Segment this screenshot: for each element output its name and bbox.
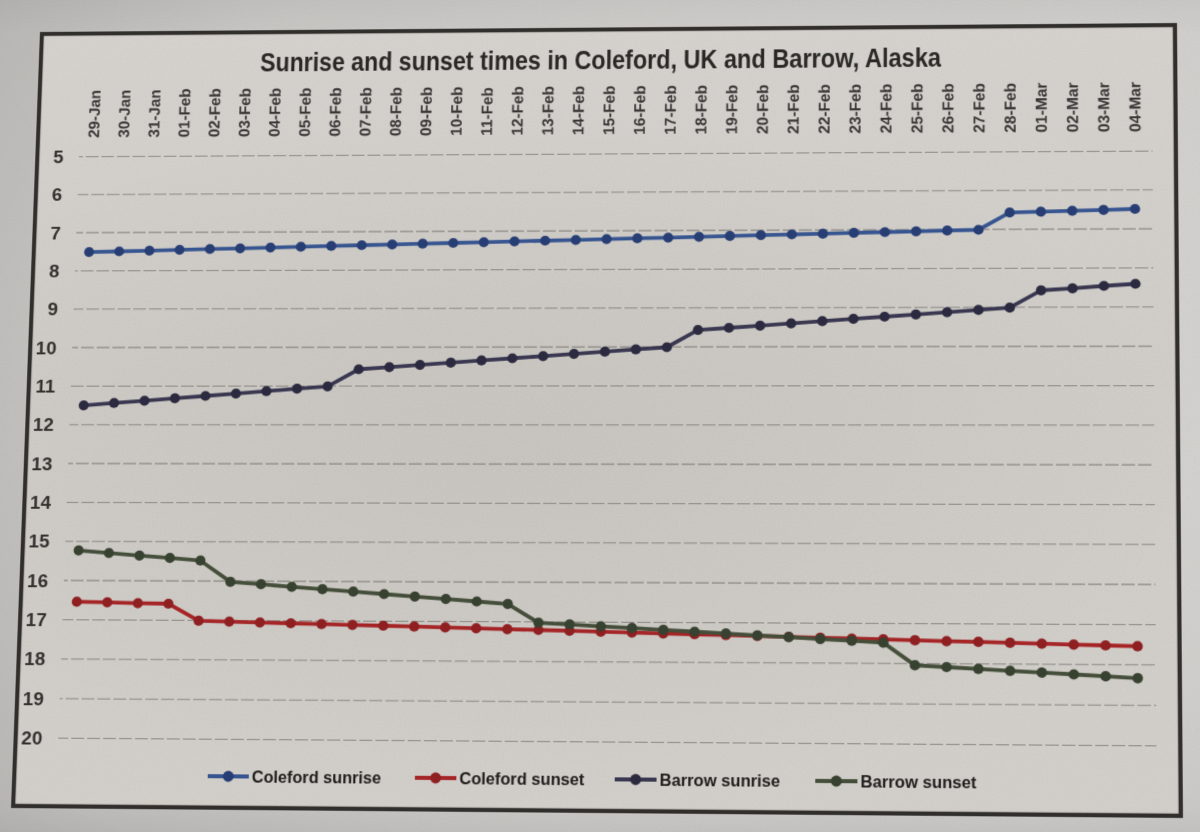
svg-text:01-Mar: 01-Mar: [1033, 83, 1051, 133]
svg-text:6: 6: [51, 185, 62, 205]
svg-text:15-Feb: 15-Feb: [601, 86, 619, 135]
svg-text:21-Feb: 21-Feb: [785, 84, 803, 134]
svg-text:16-Feb: 16-Feb: [631, 85, 649, 135]
svg-text:27-Feb: 27-Feb: [971, 83, 989, 133]
svg-text:18-Feb: 18-Feb: [693, 85, 711, 135]
svg-text:14: 14: [30, 492, 52, 513]
svg-text:23-Feb: 23-Feb: [847, 84, 865, 134]
svg-text:20-Feb: 20-Feb: [754, 85, 772, 135]
svg-text:29-Jan: 29-Jan: [86, 90, 105, 138]
svg-text:7: 7: [50, 223, 61, 243]
svg-text:12: 12: [33, 415, 54, 436]
svg-text:16: 16: [27, 570, 49, 591]
svg-text:03-Mar: 03-Mar: [1095, 82, 1113, 132]
svg-text:26-Feb: 26-Feb: [940, 83, 958, 133]
svg-text:Sunrise and sunset times in Co: Sunrise and sunset times in Coleford, UK…: [260, 42, 942, 78]
svg-text:02-Mar: 02-Mar: [1064, 82, 1082, 132]
svg-text:11: 11: [35, 376, 55, 396]
svg-text:30-Jan: 30-Jan: [116, 90, 135, 138]
svg-text:05-Feb: 05-Feb: [296, 88, 315, 137]
svg-text:04-Mar: 04-Mar: [1127, 82, 1145, 132]
svg-text:17-Feb: 17-Feb: [662, 85, 680, 135]
svg-text:5: 5: [53, 147, 64, 167]
svg-text:24-Feb: 24-Feb: [878, 84, 896, 134]
svg-text:Coleford sunrise: Coleford sunrise: [252, 769, 382, 788]
svg-text:8: 8: [49, 261, 60, 281]
svg-text:Barrow sunrise: Barrow sunrise: [659, 772, 780, 791]
svg-text:18: 18: [24, 649, 46, 670]
svg-text:9: 9: [47, 299, 58, 319]
svg-text:28-Feb: 28-Feb: [1002, 83, 1020, 133]
svg-text:Barrow sunset: Barrow sunset: [860, 773, 976, 792]
svg-text:03-Feb: 03-Feb: [236, 88, 255, 137]
svg-text:15: 15: [28, 531, 50, 552]
svg-text:14-Feb: 14-Feb: [570, 86, 588, 135]
svg-text:07-Feb: 07-Feb: [357, 87, 376, 136]
svg-text:12-Feb: 12-Feb: [509, 86, 527, 135]
svg-text:10: 10: [36, 338, 57, 358]
svg-text:04-Feb: 04-Feb: [266, 88, 285, 137]
svg-text:01-Feb: 01-Feb: [176, 88, 195, 137]
svg-text:10-Feb: 10-Feb: [448, 87, 467, 136]
svg-text:31-Jan: 31-Jan: [146, 89, 165, 137]
svg-text:13-Feb: 13-Feb: [539, 86, 557, 135]
svg-text:06-Feb: 06-Feb: [327, 87, 346, 136]
svg-text:19: 19: [23, 688, 45, 709]
svg-text:17: 17: [25, 609, 47, 630]
svg-text:19-Feb: 19-Feb: [723, 85, 741, 135]
svg-text:08-Feb: 08-Feb: [387, 87, 406, 136]
svg-text:Coleford sunset: Coleford sunset: [459, 770, 584, 789]
svg-text:13: 13: [31, 453, 53, 474]
svg-text:09-Feb: 09-Feb: [418, 87, 437, 136]
svg-text:22-Feb: 22-Feb: [816, 84, 834, 134]
svg-text:20: 20: [21, 728, 43, 749]
svg-text:25-Feb: 25-Feb: [909, 83, 927, 133]
svg-text:11-Feb: 11-Feb: [478, 87, 496, 136]
svg-text:02-Feb: 02-Feb: [206, 88, 225, 137]
